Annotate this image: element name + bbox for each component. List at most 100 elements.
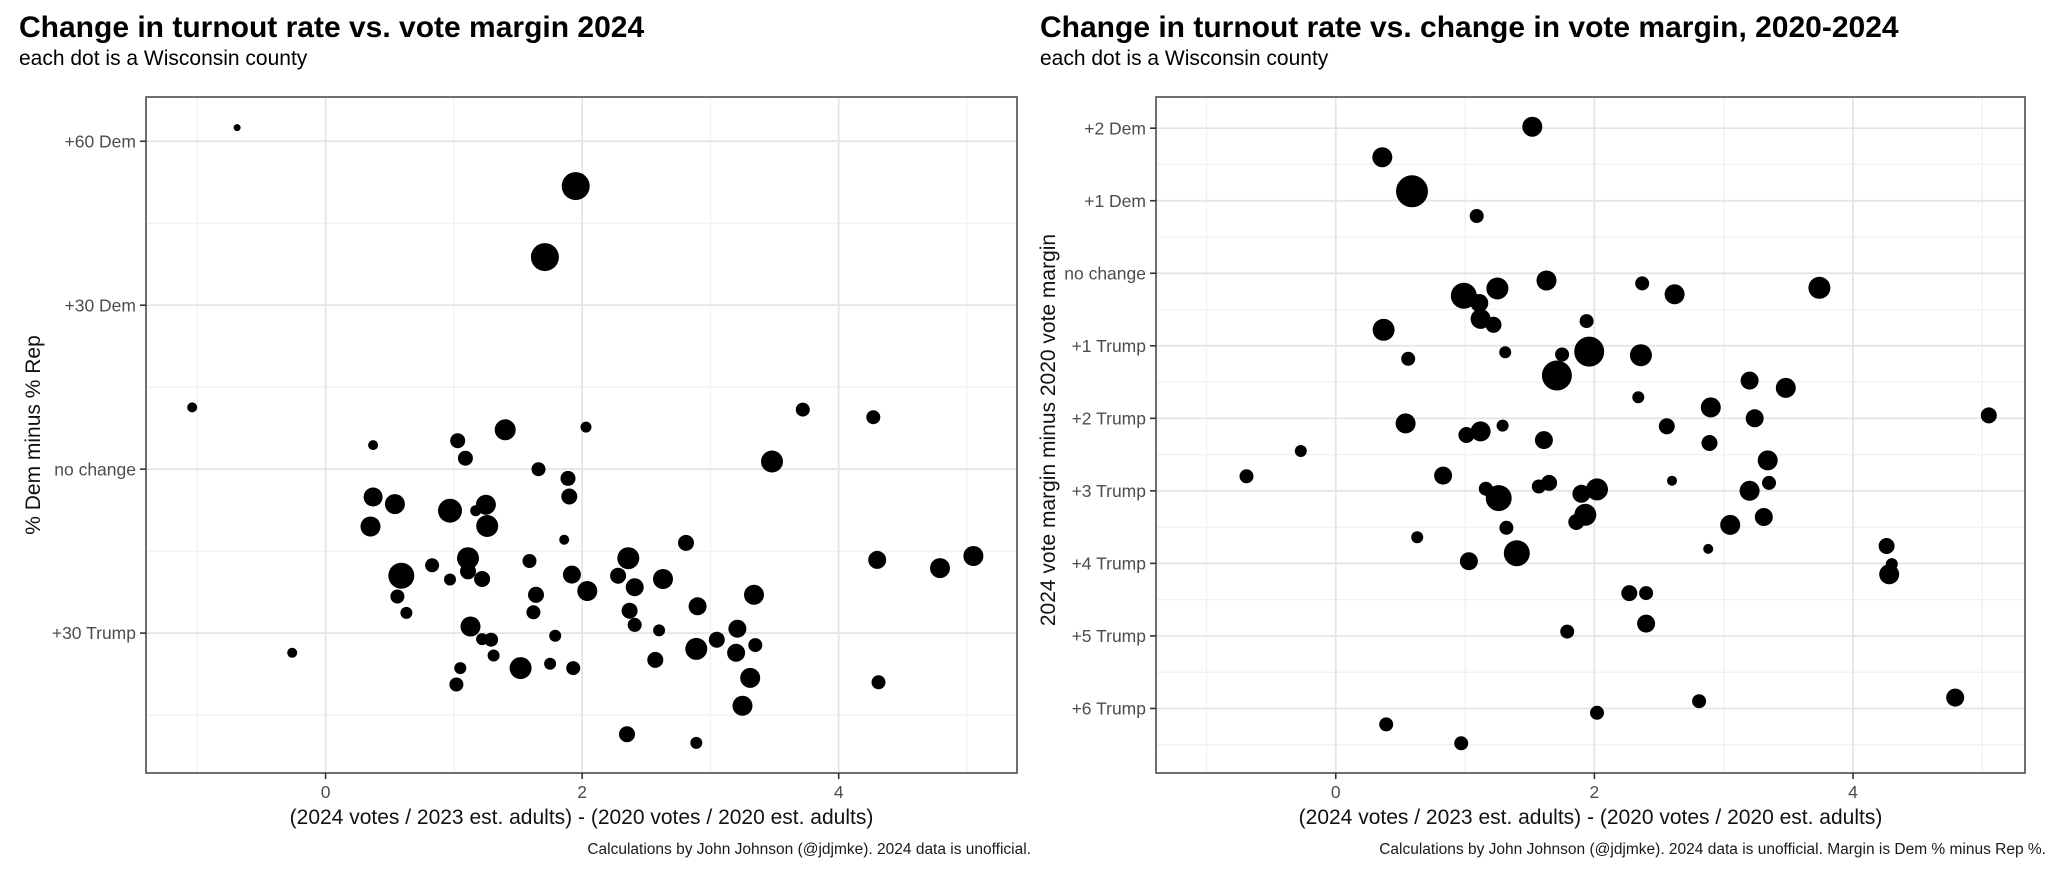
county-dot bbox=[368, 440, 379, 451]
left-x-axis-title: (2024 votes / 2023 est. adults) - (2020 … bbox=[289, 806, 874, 829]
county-dot bbox=[233, 124, 241, 132]
county-dot bbox=[621, 602, 638, 619]
county-dot bbox=[1703, 543, 1714, 554]
right-y-tick-label: +1 Dem bbox=[1084, 191, 1146, 211]
county-dot bbox=[1503, 540, 1530, 567]
county-dot bbox=[1499, 346, 1512, 359]
county-dot bbox=[617, 547, 640, 570]
left-y-tick-label: +30 Dem bbox=[65, 295, 137, 315]
right-y-tick-label: +2 Trump bbox=[1072, 408, 1146, 428]
county-dot bbox=[1450, 282, 1477, 309]
county-dot bbox=[531, 462, 546, 477]
county-dot bbox=[1522, 116, 1543, 137]
county-dot bbox=[727, 643, 746, 662]
county-dot bbox=[744, 584, 764, 605]
county-dot bbox=[484, 632, 499, 647]
county-dot bbox=[1590, 705, 1604, 720]
county-dot bbox=[494, 419, 516, 441]
county-dot bbox=[1470, 294, 1489, 312]
county-dot bbox=[476, 515, 499, 537]
left-chart-title: Change in turnout rate vs. vote margin 2… bbox=[19, 11, 645, 44]
county-dot bbox=[1879, 564, 1900, 585]
county-dot bbox=[1470, 421, 1491, 442]
county-dot bbox=[400, 606, 413, 619]
county-dot bbox=[1401, 351, 1416, 366]
county-dot bbox=[1536, 270, 1557, 291]
county-dot bbox=[474, 571, 491, 587]
county-dot bbox=[438, 498, 462, 523]
county-dot bbox=[444, 573, 456, 586]
county-dot bbox=[963, 546, 984, 566]
county-dot bbox=[460, 563, 476, 580]
county-dot bbox=[561, 172, 590, 201]
county-dot bbox=[562, 565, 581, 584]
right-y-tick-label: +2 Dem bbox=[1084, 118, 1146, 138]
county-dot bbox=[1632, 391, 1645, 404]
county-dot bbox=[454, 662, 467, 675]
county-dot bbox=[384, 494, 405, 515]
county-dot bbox=[1629, 344, 1652, 367]
county-dot bbox=[1664, 284, 1685, 305]
right-points-layer bbox=[1239, 116, 1997, 751]
county-dot bbox=[388, 562, 415, 589]
county-dot bbox=[1379, 717, 1394, 732]
county-dot bbox=[1499, 520, 1514, 535]
left-x-tick-label: 2 bbox=[577, 782, 587, 802]
right-y-tick-label: +5 Trump bbox=[1072, 626, 1146, 646]
county-dot bbox=[287, 647, 298, 658]
county-dot bbox=[1757, 450, 1778, 471]
right-chart-subtitle: each dot is a Wisconsin county bbox=[1040, 47, 1329, 70]
county-dot bbox=[1658, 418, 1675, 435]
county-dot bbox=[544, 657, 557, 670]
county-dot bbox=[1692, 694, 1707, 709]
county-dot bbox=[1701, 435, 1718, 451]
left-y-tick-label: no change bbox=[54, 459, 136, 479]
county-dot bbox=[1754, 508, 1773, 526]
county-dot bbox=[1586, 478, 1608, 501]
county-dot bbox=[457, 547, 479, 570]
county-dot bbox=[1560, 624, 1575, 639]
county-dot bbox=[509, 657, 532, 680]
county-dot bbox=[475, 494, 496, 515]
county-dot bbox=[708, 631, 725, 648]
county-dot bbox=[685, 637, 708, 660]
county-dot bbox=[1239, 469, 1254, 484]
county-dot bbox=[187, 402, 198, 413]
county-dot bbox=[390, 589, 405, 604]
county-dot bbox=[761, 450, 783, 473]
right-y-tick-label: +6 Trump bbox=[1072, 699, 1146, 719]
county-dot bbox=[795, 402, 810, 417]
county-dot bbox=[1980, 407, 1997, 424]
county-dot bbox=[1411, 531, 1424, 544]
county-dot bbox=[1534, 431, 1553, 450]
left-x-tick-label: 4 bbox=[834, 782, 844, 802]
county-dot bbox=[549, 629, 562, 642]
county-dot bbox=[625, 578, 644, 597]
county-dot bbox=[1541, 360, 1572, 391]
county-dot bbox=[559, 534, 570, 545]
county-dot bbox=[1621, 585, 1638, 602]
county-dot bbox=[1434, 466, 1453, 485]
county-dot bbox=[728, 619, 747, 638]
county-dot bbox=[522, 554, 537, 568]
county-dot bbox=[487, 649, 500, 662]
right-x-tick-label: 0 bbox=[1331, 782, 1341, 802]
county-dot bbox=[1395, 413, 1416, 434]
county-dot bbox=[653, 569, 673, 589]
right-panel-background bbox=[1156, 97, 2025, 773]
county-dot bbox=[1808, 276, 1831, 299]
right-y-tick-label: no change bbox=[1064, 263, 1146, 283]
right-panel-border bbox=[1155, 96, 2026, 774]
left-y-tick-label: +30 Trump bbox=[52, 623, 136, 643]
county-dot bbox=[619, 726, 635, 743]
county-dot bbox=[1572, 484, 1591, 503]
county-dot bbox=[1396, 175, 1428, 208]
right-y-tick-label: +3 Trump bbox=[1072, 481, 1146, 501]
county-dot bbox=[1454, 736, 1469, 751]
county-dot bbox=[871, 675, 886, 690]
county-dot bbox=[1740, 371, 1759, 390]
county-dot bbox=[688, 597, 707, 616]
county-dot bbox=[1637, 614, 1656, 633]
